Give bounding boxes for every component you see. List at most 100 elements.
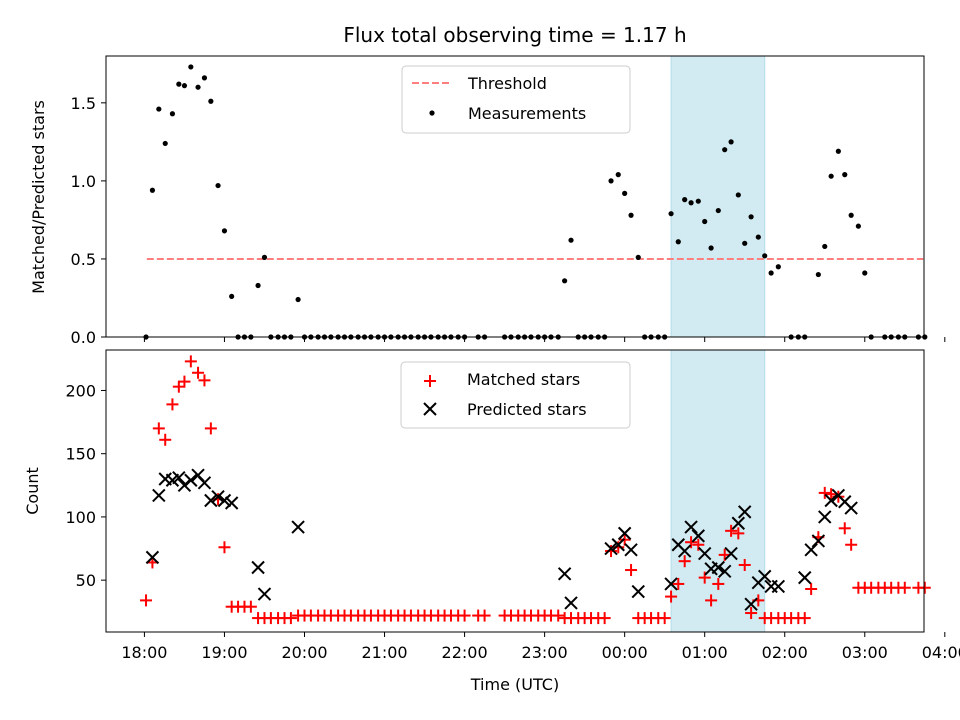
legend-predicted-swatch (423, 402, 437, 416)
matched-stars-point (244, 600, 257, 613)
matched-stars-point (745, 607, 758, 620)
matched-stars-point (184, 355, 197, 368)
matched-stars-point (665, 590, 678, 603)
measurements-point (622, 190, 628, 196)
legend-measurements-swatch (429, 110, 435, 116)
matched-stars-point (552, 609, 565, 622)
predicted-stars-point (204, 493, 218, 508)
matched-stars-point (738, 558, 751, 571)
matched-stars-point (698, 571, 711, 584)
matched-stars-point (625, 564, 638, 577)
predicted-stars-point (684, 520, 698, 534)
matched-stars-point (612, 541, 625, 554)
measurements-point (215, 182, 221, 189)
axes-frame (105, 55, 925, 338)
measurements-point (748, 214, 754, 220)
x-tick-label: 21:00 (361, 643, 407, 662)
matched-stars-point (478, 609, 491, 622)
measurements-point (762, 253, 768, 259)
predicted-stars-point (818, 510, 832, 524)
matched-stars-point (166, 398, 179, 411)
predicted-stars-point (771, 579, 786, 594)
measurements-point (728, 139, 734, 145)
measurements-point (562, 278, 568, 284)
matched-stars-point (140, 594, 153, 607)
predicted-stars-point (697, 546, 712, 561)
predicted-stars-point (811, 534, 826, 548)
x-tick-label: 02:00 (762, 643, 808, 662)
x-tick-label: 19:00 (201, 643, 247, 662)
matched-stars-point (725, 524, 738, 537)
measurements-point (156, 106, 162, 112)
matched-stars-point (172, 380, 185, 393)
x-tick-label: 01:00 (682, 643, 728, 662)
measurements-point (208, 98, 214, 104)
measurements-point (255, 282, 261, 289)
measurements-point (568, 237, 574, 243)
matched-stars-point (825, 488, 838, 501)
measurements-point (755, 234, 761, 240)
ratio-panel: 0.0 0.5 1.0 1.5 Matched/Predicted stars Thr… (29, 55, 946, 347)
predicted-stars-point (717, 564, 732, 579)
matched-stars-point (672, 577, 685, 590)
y-tick-label: 0.5 (71, 250, 96, 269)
measurements-point (221, 228, 228, 234)
y-tick-label: 1.5 (71, 94, 96, 113)
predicted-stars-point (691, 529, 705, 543)
matched-stars-point (732, 527, 745, 540)
matched-stars-point (838, 522, 851, 535)
y-tick-label: 0.0 (71, 328, 96, 347)
measurements-point (169, 111, 176, 117)
measurements-point (608, 178, 614, 184)
y-tick-label: 200 (65, 381, 96, 400)
matched-stars-point (198, 374, 211, 387)
predicted-stars-point (711, 560, 726, 575)
ratio-legend: Threshold Measurements (401, 65, 631, 134)
measurements-point (848, 212, 854, 218)
predicted-stars-point (724, 546, 738, 561)
predicted-stars-point (152, 488, 166, 503)
matched-stars-point (705, 594, 718, 607)
predicted-stars-point (564, 596, 578, 610)
predicted-stars-point (731, 516, 746, 530)
count-panel: 50 100 150 200 18:00 19:00 20:00 21:00 22:00 23:0… (23, 349, 960, 694)
predicted-stars-point (211, 489, 225, 504)
matched-stars-point (598, 612, 611, 625)
legend-matched-swatch (424, 375, 436, 387)
y-tick-label: 150 (65, 445, 96, 464)
matched-stars-point (712, 577, 725, 590)
x-tick-label: 18:00 (121, 643, 167, 662)
matched-stars-point (458, 609, 471, 622)
ratio-y-axis-label: Matched/Predicted stars (29, 100, 48, 294)
measurements-point (176, 81, 182, 87)
matched-stars-point (678, 555, 691, 568)
predicted-stars-point (197, 476, 212, 490)
measurements-point (742, 240, 748, 246)
x-tick-label: 22:00 (442, 643, 488, 662)
predicted-stars-point (631, 584, 645, 599)
matched-stars-point (818, 486, 831, 499)
measurements-point (188, 64, 194, 70)
predicted-stars-point (557, 567, 572, 581)
legend-measurements-label: Measurements (468, 104, 586, 123)
measurements-point (842, 172, 848, 178)
x-tick-label: 04:00 (922, 643, 960, 662)
measurements-point (835, 148, 841, 154)
matched-stars-point (218, 541, 231, 554)
predicted-stars-point (758, 569, 772, 584)
measurements-point (708, 245, 714, 251)
x-axis-label: Time (UTC) (470, 675, 559, 694)
legend-predicted-label: Predicted stars (467, 400, 587, 419)
predicted-stars-point (677, 544, 692, 558)
axes-frame (105, 349, 925, 633)
legend-threshold-label: Threshold (467, 74, 547, 93)
matched-stars-point (658, 612, 671, 625)
measurements-point (828, 173, 834, 179)
matched-stars-point (204, 422, 217, 435)
y-tick-label: 50 (76, 571, 96, 590)
predicted-stars-point (744, 597, 758, 611)
measurements-point (181, 83, 188, 89)
matched-stars-point (685, 536, 698, 549)
matched-stars-point (845, 538, 858, 551)
